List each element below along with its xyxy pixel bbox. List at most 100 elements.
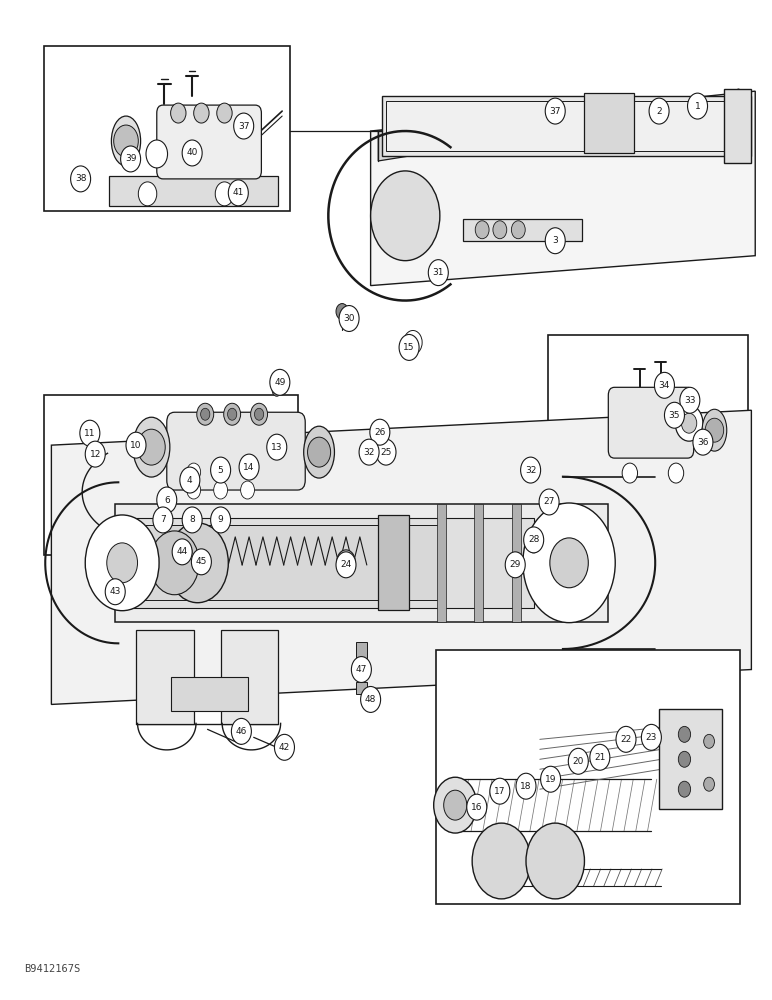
Circle shape [120, 146, 141, 172]
Circle shape [167, 523, 229, 603]
Circle shape [523, 503, 615, 623]
Circle shape [107, 543, 137, 583]
Circle shape [527, 537, 540, 553]
Circle shape [597, 107, 606, 119]
Circle shape [215, 182, 234, 206]
Text: 36: 36 [697, 438, 709, 447]
Circle shape [80, 420, 100, 446]
Text: 14: 14 [243, 463, 255, 472]
Circle shape [649, 98, 669, 124]
Text: 49: 49 [274, 378, 286, 387]
Circle shape [217, 103, 232, 123]
Circle shape [241, 461, 255, 479]
Circle shape [511, 221, 525, 239]
Circle shape [669, 463, 684, 483]
Bar [584, 93, 635, 153]
Circle shape [183, 546, 192, 558]
Circle shape [676, 405, 703, 441]
Circle shape [490, 778, 510, 804]
Text: 48: 48 [365, 695, 376, 704]
Circle shape [70, 166, 90, 192]
Circle shape [214, 461, 228, 479]
Bar [109, 176, 279, 206]
Text: 17: 17 [494, 787, 506, 796]
Bar [463, 219, 582, 241]
Text: 28: 28 [528, 535, 540, 544]
Bar [171, 677, 248, 711]
Text: 34: 34 [659, 381, 670, 390]
Bar [115, 518, 534, 608]
Bar [44, 46, 290, 211]
Circle shape [234, 113, 254, 139]
Text: 39: 39 [125, 154, 137, 163]
Ellipse shape [111, 116, 141, 166]
FancyBboxPatch shape [157, 105, 262, 179]
Circle shape [622, 463, 638, 483]
Circle shape [516, 773, 536, 799]
Circle shape [590, 744, 610, 770]
Circle shape [642, 724, 662, 750]
FancyBboxPatch shape [608, 387, 694, 458]
Circle shape [267, 434, 286, 460]
Circle shape [194, 103, 209, 123]
Text: 4: 4 [187, 476, 193, 485]
Circle shape [228, 408, 237, 420]
Text: 13: 13 [271, 443, 283, 452]
Text: 35: 35 [669, 411, 680, 420]
Text: 6: 6 [164, 496, 170, 505]
Text: 19: 19 [545, 775, 557, 784]
Ellipse shape [133, 417, 170, 477]
Circle shape [214, 481, 228, 499]
Bar [724, 89, 751, 163]
Circle shape [444, 790, 467, 820]
Circle shape [224, 403, 241, 425]
Circle shape [434, 777, 477, 833]
Circle shape [211, 507, 231, 533]
Circle shape [505, 552, 525, 578]
Circle shape [201, 408, 210, 420]
Text: 42: 42 [279, 743, 290, 752]
Circle shape [251, 403, 268, 425]
Text: 22: 22 [621, 735, 631, 744]
Circle shape [172, 539, 192, 565]
Text: 1: 1 [695, 102, 700, 111]
Circle shape [157, 487, 177, 513]
Circle shape [597, 122, 606, 134]
Circle shape [85, 515, 159, 611]
Circle shape [545, 228, 565, 254]
Text: 11: 11 [84, 429, 96, 438]
Text: 29: 29 [510, 560, 521, 569]
Bar [115, 525, 438, 600]
Circle shape [467, 794, 487, 820]
Circle shape [105, 579, 125, 605]
Circle shape [618, 122, 628, 134]
Text: 30: 30 [344, 314, 355, 323]
Text: 10: 10 [130, 441, 142, 450]
Circle shape [275, 734, 294, 760]
Circle shape [187, 481, 201, 499]
Circle shape [618, 107, 628, 119]
Circle shape [526, 823, 584, 899]
Text: 7: 7 [160, 515, 166, 524]
Circle shape [197, 403, 214, 425]
Circle shape [665, 402, 685, 428]
Circle shape [523, 527, 543, 553]
Circle shape [704, 777, 714, 791]
Circle shape [472, 823, 530, 899]
Text: 33: 33 [684, 396, 696, 405]
Text: 21: 21 [594, 753, 605, 762]
Circle shape [550, 538, 588, 588]
Circle shape [191, 549, 212, 575]
Text: 8: 8 [189, 515, 195, 524]
Circle shape [655, 372, 675, 398]
Circle shape [359, 439, 379, 465]
Circle shape [339, 306, 359, 331]
Bar [136, 630, 194, 724]
Circle shape [351, 657, 371, 682]
Bar [437, 504, 446, 622]
Circle shape [568, 748, 588, 774]
Text: 38: 38 [75, 174, 86, 183]
Circle shape [273, 384, 281, 396]
Circle shape [336, 304, 348, 320]
Circle shape [270, 369, 290, 395]
